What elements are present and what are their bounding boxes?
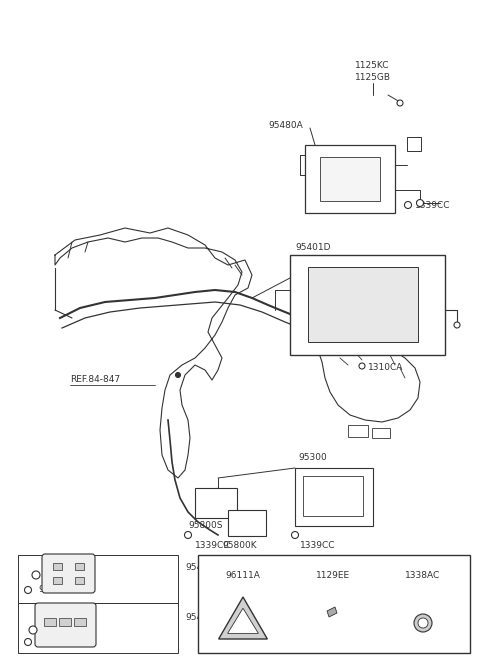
Circle shape (359, 363, 365, 369)
Bar (295, 468, 373, 526)
Bar (74, 618, 86, 626)
Text: 1339CC: 1339CC (195, 541, 230, 550)
Circle shape (24, 586, 32, 594)
Circle shape (405, 201, 411, 209)
Bar (59, 618, 71, 626)
Text: 95300: 95300 (298, 453, 327, 462)
Circle shape (414, 614, 432, 632)
Text: 95430E: 95430E (185, 564, 219, 573)
Bar (75, 563, 84, 570)
Text: 1339CC: 1339CC (300, 541, 336, 550)
Text: 95480A: 95480A (268, 121, 303, 129)
Bar (308, 267, 418, 342)
Circle shape (397, 100, 403, 106)
Circle shape (184, 531, 192, 539)
Text: 95413A: 95413A (38, 638, 73, 647)
Text: 95401D: 95401D (295, 243, 331, 253)
Circle shape (176, 373, 180, 377)
Text: 1129EE: 1129EE (316, 571, 350, 579)
FancyBboxPatch shape (42, 554, 95, 593)
Bar (53, 577, 62, 584)
Bar (195, 488, 237, 518)
Text: 95413A: 95413A (38, 586, 73, 594)
Circle shape (417, 199, 423, 207)
Bar (348, 425, 368, 437)
Polygon shape (218, 597, 267, 639)
Bar (198, 555, 470, 653)
Circle shape (291, 531, 299, 539)
Text: 1125GB: 1125GB (355, 73, 391, 83)
Text: 1125KC: 1125KC (355, 60, 389, 70)
Text: REF.84-847: REF.84-847 (70, 375, 120, 384)
Circle shape (32, 571, 40, 579)
Circle shape (29, 626, 37, 634)
Bar (290, 255, 445, 355)
Text: 95440K: 95440K (185, 613, 219, 621)
Text: HONDA
SECURITY SYSTEM: HONDA SECURITY SYSTEM (227, 626, 259, 634)
Bar (305, 145, 395, 213)
Circle shape (24, 638, 32, 646)
Text: 1310CA: 1310CA (368, 363, 403, 373)
Bar (303, 476, 363, 516)
Polygon shape (228, 608, 258, 634)
Bar (44, 618, 56, 626)
Text: 95800S: 95800S (188, 520, 223, 529)
Text: 1338AC: 1338AC (406, 571, 441, 579)
FancyBboxPatch shape (35, 603, 96, 647)
Circle shape (418, 618, 428, 628)
Polygon shape (327, 607, 337, 617)
Bar (53, 563, 62, 570)
Bar (320, 157, 380, 201)
Text: 95800K: 95800K (222, 541, 257, 550)
Text: 96111A: 96111A (226, 571, 261, 579)
Bar (228, 510, 266, 536)
Text: 1339CC: 1339CC (415, 201, 451, 209)
Bar (407, 137, 421, 151)
Bar (75, 577, 84, 584)
Bar (18, 555, 178, 603)
Bar (372, 428, 390, 438)
Circle shape (454, 322, 460, 328)
Bar (18, 603, 178, 653)
